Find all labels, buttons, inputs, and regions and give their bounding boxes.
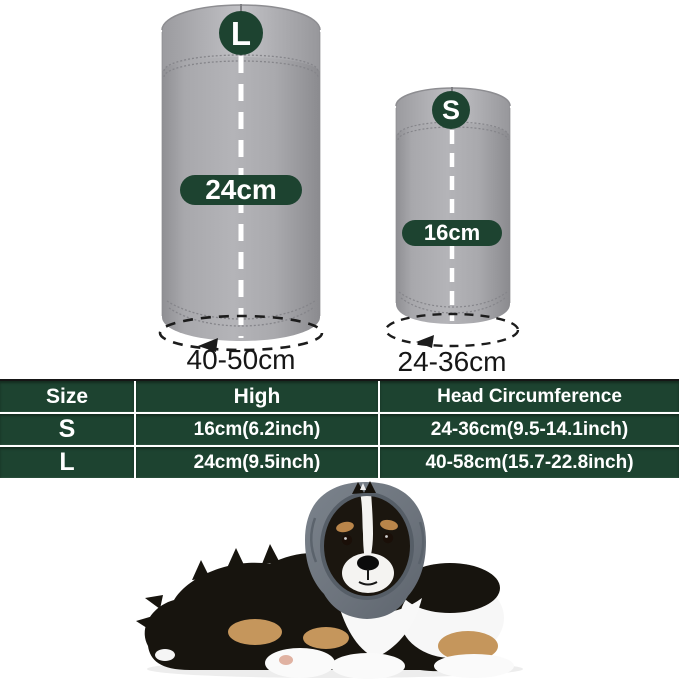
circumference-arrow-l bbox=[198, 338, 218, 352]
eye-left bbox=[341, 534, 353, 546]
nose bbox=[357, 555, 379, 571]
table-cell-size-l: L bbox=[0, 447, 134, 478]
circumference-dashed-ellipse-s bbox=[384, 312, 520, 348]
eyebrow-right bbox=[380, 519, 398, 531]
circumference-label-l: 40-50cm bbox=[186, 344, 296, 375]
table-header-head-circumference: Head Circumference bbox=[380, 381, 679, 412]
size-badge-s: S bbox=[432, 91, 470, 129]
snood-inner-rim bbox=[320, 492, 414, 600]
table-cell-high-s: 16cm(6.2inch) bbox=[136, 414, 378, 445]
face-blaze bbox=[360, 494, 373, 572]
puppy-hindquarter bbox=[400, 563, 504, 661]
table-cell-size-s: S bbox=[0, 414, 134, 445]
puppy-paws bbox=[265, 648, 514, 679]
table-cell-high-l: 24cm(9.5inch) bbox=[136, 447, 378, 478]
height-pill-l: 24cm bbox=[180, 175, 302, 205]
size-badge-l-label: L bbox=[230, 14, 252, 52]
circumference-arrow-s bbox=[416, 335, 434, 348]
circumference-dashed-ellipse-l bbox=[158, 314, 324, 352]
height-pill-s: 16cm bbox=[402, 220, 502, 246]
size-diagram-cylinders bbox=[158, 4, 520, 352]
eye-right bbox=[382, 532, 394, 544]
size-badge-s-label: S bbox=[441, 94, 460, 125]
circumference-label-s: 24-36cm bbox=[397, 346, 507, 377]
size-table: Size High Head Circumference S 16cm(6.2i… bbox=[0, 379, 679, 478]
table-header-size: Size bbox=[0, 381, 134, 412]
table-header-high: High bbox=[136, 381, 378, 412]
puppy-wearing-snood-photo bbox=[136, 481, 523, 679]
cylinder-l-illustration bbox=[158, 4, 324, 352]
size-badge-l: L bbox=[219, 11, 263, 55]
height-pill-s-label: 16cm bbox=[423, 220, 481, 245]
height-pill-l-label: 24cm bbox=[205, 174, 277, 205]
puppy-head-with-snood bbox=[305, 481, 426, 619]
puppy-foreleg-tan-2 bbox=[303, 627, 349, 649]
table-cell-circumference-l: 40-58cm(15.7-22.8inch) bbox=[380, 447, 679, 478]
cylinder-s-illustration bbox=[384, 87, 520, 348]
puppy-foreleg-tan bbox=[228, 619, 282, 645]
eyebrow-left bbox=[336, 521, 354, 533]
table-cell-circumference-s: 24-36cm(9.5-14.1inch) bbox=[380, 414, 679, 445]
mouth bbox=[358, 581, 378, 586]
